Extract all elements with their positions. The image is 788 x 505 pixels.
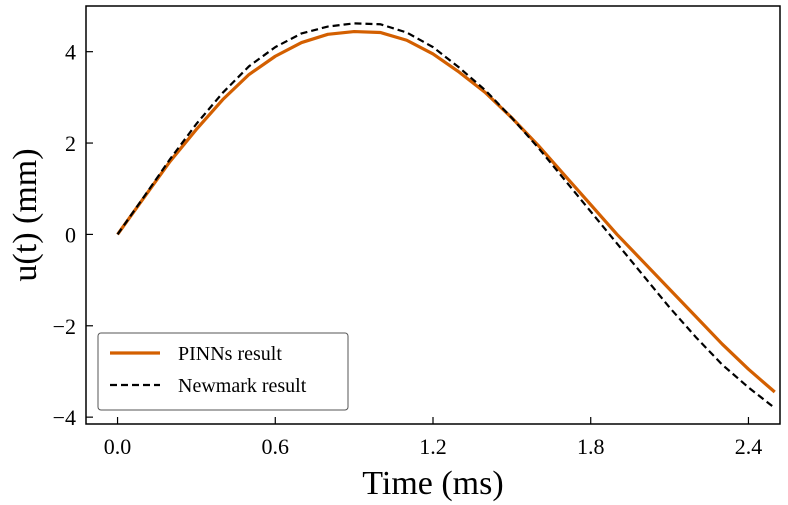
- y-axis: −4 −2 0 2 4: [53, 40, 93, 430]
- x-axis-label: Time (ms): [362, 465, 503, 502]
- y-tick-label: 0: [65, 222, 76, 247]
- x-axis: 0.0 0.6 1.2 1.8 2.4: [104, 417, 762, 459]
- x-tick-label: 0.6: [262, 434, 290, 459]
- plot-area: 0.0 0.6 1.2 1.8 2.4 −4 −2 0 2 4: [53, 5, 781, 459]
- legend: PINNs result Newmark result: [97, 332, 349, 411]
- y-tick-label: −4: [53, 405, 76, 430]
- legend-label-pinns: PINNs result: [178, 343, 282, 365]
- y-axis-label: u(t) (mm): [7, 148, 44, 281]
- y-tick-label: 2: [65, 131, 76, 156]
- x-tick-label: 0.0: [104, 434, 132, 459]
- series-layer: [116, 22, 776, 409]
- legend-box: [97, 332, 349, 411]
- y-tick-label: 4: [65, 40, 76, 65]
- x-tick-label: 2.4: [735, 434, 763, 459]
- y-tick-label: −2: [53, 314, 76, 339]
- series-line-newmark: [116, 22, 776, 409]
- legend-label-newmark: Newmark result: [178, 375, 307, 397]
- x-tick-label: 1.2: [419, 434, 447, 459]
- series-line-pinns: [116, 29, 776, 394]
- x-tick-label: 1.8: [577, 434, 605, 459]
